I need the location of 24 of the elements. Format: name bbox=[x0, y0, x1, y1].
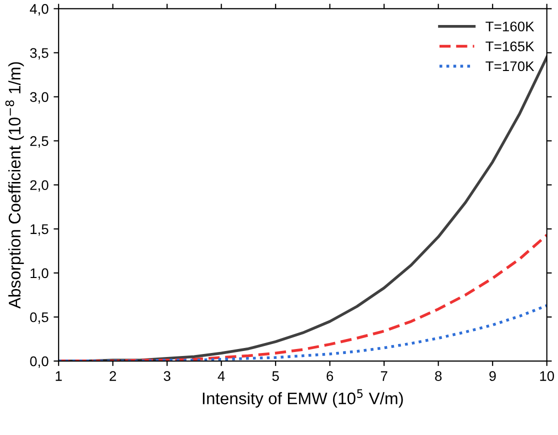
legend-label: T=160K bbox=[486, 22, 534, 32]
x-tick-label: 3 bbox=[164, 371, 170, 381]
x-tick-label: 4 bbox=[218, 371, 225, 381]
x-tick-label: 7 bbox=[380, 371, 388, 381]
x-tick-label: 5 bbox=[272, 371, 279, 381]
x-tick-label: 1 bbox=[56, 371, 62, 381]
x-tick-label: 10 bbox=[540, 371, 554, 381]
x-axis-title: Intensity of EMW (10$^{5}$ V/m) bbox=[202, 389, 403, 408]
y-tick-label: 2,5 bbox=[30, 136, 48, 148]
legend-label: T=170K bbox=[486, 61, 534, 72]
y-tick-label: 0,5 bbox=[30, 312, 48, 324]
y-axis-title: Absorption Coefficient (10$^{−8}$ 1/m) bbox=[5, 62, 24, 309]
y-tick-label: 1,0 bbox=[30, 268, 48, 280]
y-tick-label: 2,0 bbox=[30, 180, 48, 192]
x-tick-label: 9 bbox=[489, 371, 496, 381]
x-tick-label: 2 bbox=[110, 371, 116, 381]
legend-label: T=165K bbox=[486, 41, 534, 52]
y-tick-label: 4,0 bbox=[30, 4, 48, 16]
y-tick-label: 0,0 bbox=[30, 356, 48, 368]
y-tick-label: 3,5 bbox=[30, 48, 48, 60]
y-tick-label: 3,0 bbox=[30, 92, 48, 104]
x-tick-label: 8 bbox=[435, 371, 442, 381]
y-tick-label: 1,5 bbox=[30, 224, 48, 236]
x-tick-label: 6 bbox=[326, 371, 334, 381]
